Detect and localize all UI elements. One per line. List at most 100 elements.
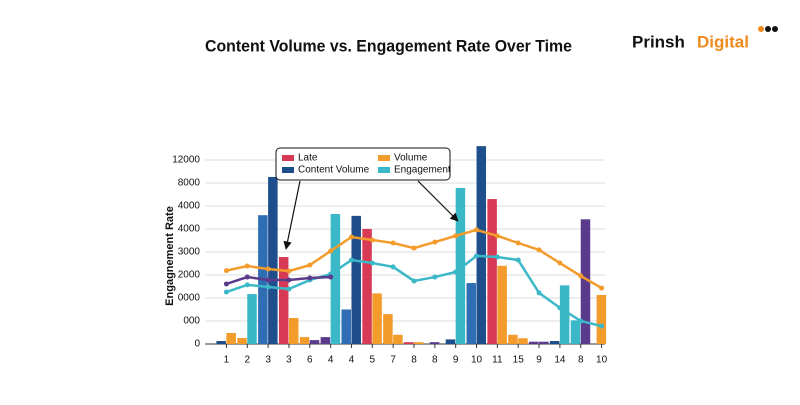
line-point — [536, 290, 542, 296]
line-point — [307, 262, 313, 268]
x-tick-label: 8 — [432, 355, 438, 366]
line-point — [578, 318, 584, 324]
chart-title: Content Volume vs. Engagement Rate Over … — [205, 36, 572, 55]
line-point — [494, 254, 500, 260]
y-tick-label: 2000 — [178, 270, 201, 281]
legend-swatch — [282, 167, 294, 173]
line-point — [286, 286, 292, 292]
line-point — [432, 274, 438, 280]
line-point — [557, 260, 563, 266]
bar — [508, 334, 518, 344]
x-tick-label: 10 — [471, 355, 483, 366]
line-point — [244, 282, 250, 288]
line-point — [536, 247, 542, 253]
bar — [351, 215, 361, 344]
x-tick-label: 14 — [554, 355, 566, 366]
line-point — [286, 277, 292, 283]
line-point — [348, 257, 354, 263]
line-point — [307, 275, 313, 281]
bar — [288, 318, 299, 344]
line-point — [453, 269, 459, 275]
bar — [570, 320, 581, 344]
annotation-arrow — [417, 180, 459, 222]
bar — [383, 314, 393, 344]
line-point — [599, 323, 605, 329]
line-point — [515, 240, 521, 246]
line-point — [244, 263, 250, 269]
bar — [247, 294, 257, 344]
y-axis-label: Engagnement Rate — [164, 206, 176, 306]
logo-dot — [765, 26, 771, 32]
bar — [404, 342, 414, 344]
bar — [466, 283, 477, 344]
bar — [518, 338, 528, 344]
x-tick-label: 2 — [244, 355, 250, 366]
line-series — [226, 275, 331, 286]
line-point — [286, 268, 292, 274]
bar — [393, 334, 403, 344]
bar — [476, 146, 487, 344]
y-tick-label: 3000 — [178, 247, 201, 258]
bar — [278, 257, 289, 344]
line-point — [223, 281, 229, 287]
bar — [320, 337, 331, 344]
legend-box — [275, 147, 451, 181]
logo-second: Digital — [697, 32, 749, 51]
line-point — [411, 278, 417, 284]
y-tick-label: 4000 — [178, 201, 201, 212]
line-point — [453, 233, 459, 239]
x-tick-label: 4 — [349, 355, 355, 366]
bar — [216, 341, 226, 344]
line-point — [369, 237, 375, 243]
x-tick-label: 8 — [411, 355, 417, 366]
line-point — [474, 227, 480, 233]
legend-swatch — [282, 155, 294, 161]
bar — [455, 188, 466, 344]
bar — [549, 341, 560, 344]
bar — [226, 332, 236, 344]
bar — [580, 219, 591, 344]
bar — [487, 199, 497, 344]
bar — [559, 285, 570, 344]
line-point — [348, 234, 354, 240]
bar — [445, 339, 456, 344]
bar — [497, 265, 507, 344]
bar — [372, 293, 382, 344]
line-point — [494, 233, 500, 239]
x-tick-label: 6 — [307, 355, 313, 366]
bar — [299, 337, 310, 344]
annotation-arrow — [283, 180, 301, 250]
legend-swatch — [378, 155, 390, 161]
line-point — [265, 284, 271, 290]
line-point — [411, 245, 417, 251]
bar — [596, 294, 607, 344]
line-point — [432, 239, 438, 245]
bar — [362, 228, 372, 344]
line-point — [369, 260, 375, 266]
legend-swatch — [378, 167, 390, 173]
x-tick-label: 8 — [578, 355, 584, 366]
line-point — [328, 248, 334, 254]
y-tick-label: 8000 — [178, 178, 201, 189]
line-point — [557, 305, 563, 311]
legend-label: Engagement — [394, 165, 451, 176]
x-tick-label: 15 — [513, 355, 525, 366]
line-point — [265, 266, 271, 272]
bar — [341, 309, 351, 344]
line-point — [390, 264, 396, 270]
line-point — [244, 274, 250, 280]
bar — [414, 342, 424, 344]
logo-first: Prinsh — [632, 32, 685, 51]
line-point — [515, 257, 521, 263]
y-tick-label: 12000 — [172, 155, 200, 166]
bar — [429, 342, 440, 344]
x-tick-label: 1 — [224, 355, 230, 366]
line-point — [578, 273, 584, 279]
x-tick-label: 3 — [286, 355, 292, 366]
y-tick-label: 0 — [194, 339, 200, 350]
line-point — [390, 240, 396, 246]
x-tick-label: 3 — [265, 355, 271, 366]
y-tick-label: 4000 — [178, 224, 201, 235]
y-tick-label: 0000 — [178, 293, 201, 304]
